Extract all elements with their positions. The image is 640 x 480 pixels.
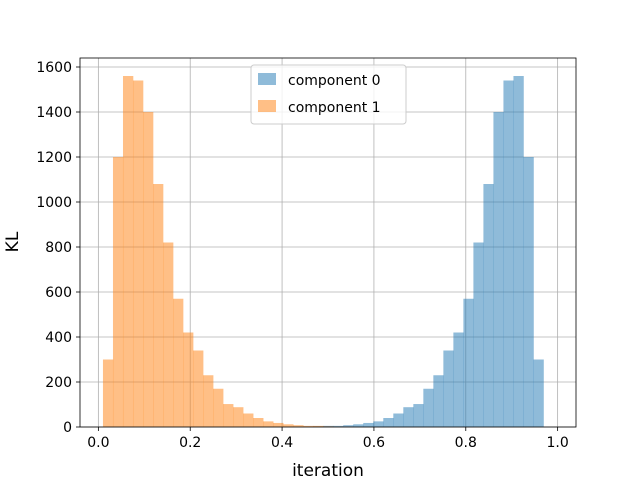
y-tick-label: 800 [45,240,72,256]
bar-series-0 [373,421,384,427]
legend-swatch-component-0 [258,73,276,85]
bar-series-0 [383,418,394,427]
bar-series-1 [203,375,214,427]
bar-series-1 [143,112,154,427]
y-tick-label: 0 [63,420,72,436]
bar-series-0 [393,413,404,427]
legend-swatch-component-1 [258,100,276,112]
y-tick-label: 200 [45,375,72,391]
legend-label-component-1: component 1 [288,100,381,116]
bar-series-1 [223,404,234,427]
bar-series-1 [193,350,204,427]
bar-series-1 [163,242,174,427]
bar-series-1 [313,425,324,427]
y-tick-label: 1400 [36,105,72,121]
y-axis-label: KL [3,231,23,252]
bar-series-0 [443,350,454,427]
bar-series-1 [243,413,254,427]
bar-series-0 [503,80,514,427]
bar-series-0 [473,242,484,427]
bar-series-1 [273,422,284,427]
bar-series-0 [433,375,444,427]
x-tick-label: 0.2 [179,435,201,451]
y-tick-label: 400 [45,330,72,346]
axis-ticks: 0.0 0.2 0.4 0.6 0.8 1.0 0 200 400 600 800 1000 1200 1… [36,60,568,451]
bar-series-0 [463,298,474,427]
y-tick-label: 1000 [36,195,72,211]
bar-series-1 [233,407,244,427]
bar-series-0 [363,422,374,427]
bar-series-1 [303,425,314,427]
bar-series-1 [213,388,224,427]
histogram-bars [102,76,544,427]
bar-series-1 [122,76,134,427]
legend-box [250,64,407,125]
x-tick-label: 0.6 [363,435,385,451]
bar-series-1 [112,157,124,427]
bar-series-0 [343,425,354,427]
bar-series-0 [523,157,534,427]
bar-series-0 [333,425,344,427]
bar-series-0 [353,424,364,427]
bar-series-1 [102,359,114,427]
bar-series-1 [173,298,184,427]
x-axis-label: iteration [292,461,364,480]
legend: component 0 component 1 [250,64,407,125]
bar-series-1 [263,421,274,427]
bar-series-0 [453,332,464,427]
bar-series-1 [293,425,304,427]
legend-label-component-0: component 0 [288,73,381,89]
x-tick-label: 1.0 [546,435,568,451]
bar-series-1 [253,418,264,427]
x-tick-label: 0.4 [271,435,293,451]
bar-series-0 [493,112,504,427]
x-tick-label: 0.0 [87,435,109,451]
bar-series-1 [283,424,294,427]
bar-series-0 [483,184,494,427]
y-tick-label: 1200 [36,150,72,166]
bar-series-0 [533,359,544,427]
bar-series-0 [513,76,524,427]
plot-frame [79,57,577,428]
bar-series-1 [183,332,194,427]
bar-series-0 [403,407,414,427]
y-tick-label: 1600 [36,60,72,76]
bar-series-0 [423,388,434,427]
x-tick-label: 0.8 [455,435,477,451]
bar-series-1 [132,80,144,427]
bar-series-0 [413,404,424,427]
y-tick-label: 600 [45,285,72,301]
bar-series-1 [153,184,164,427]
